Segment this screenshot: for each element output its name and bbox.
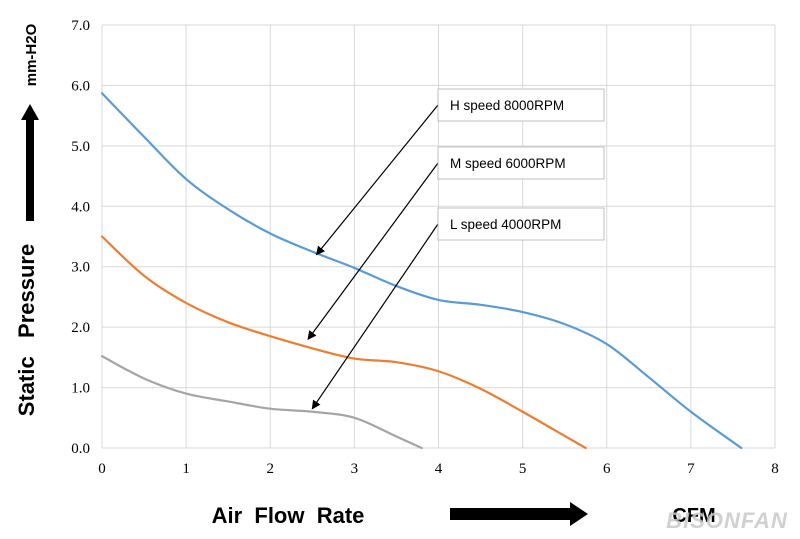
x-tick-label: 6 [603,461,611,477]
y-tick-label: 0.0 [71,441,90,457]
tick-labels: 0 1 2 3 4 5 6 7 8 0.0 1.0 2.0 3.0 4.0 5.0 6.0 7.0 [71,18,779,477]
y-tick-label: 4.0 [71,199,90,215]
x-tick-label: 0 [98,461,106,477]
x-tick-label: 7 [687,461,695,477]
annotations: H speed 8000RPM M speed 6000RPM L speed 40… [307,88,605,410]
annotation-arrow [307,162,439,341]
annotation-label: L speed 4000RPM [450,217,561,232]
x-axis-label: Air Flow Rate [212,503,365,528]
annotation-callout: L speed 4000RPM [311,207,605,410]
annotation-label: M speed 6000RPM [450,156,566,171]
annotation-box [437,207,605,241]
annotation-callout: M speed 6000RPM [307,146,605,341]
x-tick-label: 3 [351,461,359,477]
y-tick-label: 1.0 [71,381,90,397]
series-line-m [100,235,587,450]
y-tick-label: 2.0 [71,320,90,336]
annotation-callout: H speed 8000RPM [315,88,605,256]
y-tick-label: 3.0 [71,260,90,276]
series-line-l [100,355,423,450]
x-tick-label: 1 [182,461,190,477]
annotation-label: H speed 8000RPM [450,98,564,113]
annotation-box [437,88,605,122]
y-axis-arrow [21,104,39,221]
x-tick-label: 2 [267,461,275,477]
x-tick-label: 8 [771,461,779,477]
y-tick-label: 7.0 [71,18,90,34]
x-axis-arrow [450,502,588,526]
x-axis-unit: CFM [672,505,715,527]
y-tick-label: 6.0 [71,78,90,94]
y-tick-label: 5.0 [71,139,90,155]
annotation-arrow [311,223,439,410]
watermark-logo: BISONFAN [666,508,788,533]
annotation-box [437,146,605,180]
x-tick-label: 5 [519,461,527,477]
x-tick-label: 4 [435,461,443,477]
y-axis-unit: mm-H2O [23,23,40,86]
series-lines [100,92,743,450]
annotation-arrow [315,104,439,256]
series-line-h [100,92,743,450]
y-axis-label: Static Pressure [14,244,39,416]
